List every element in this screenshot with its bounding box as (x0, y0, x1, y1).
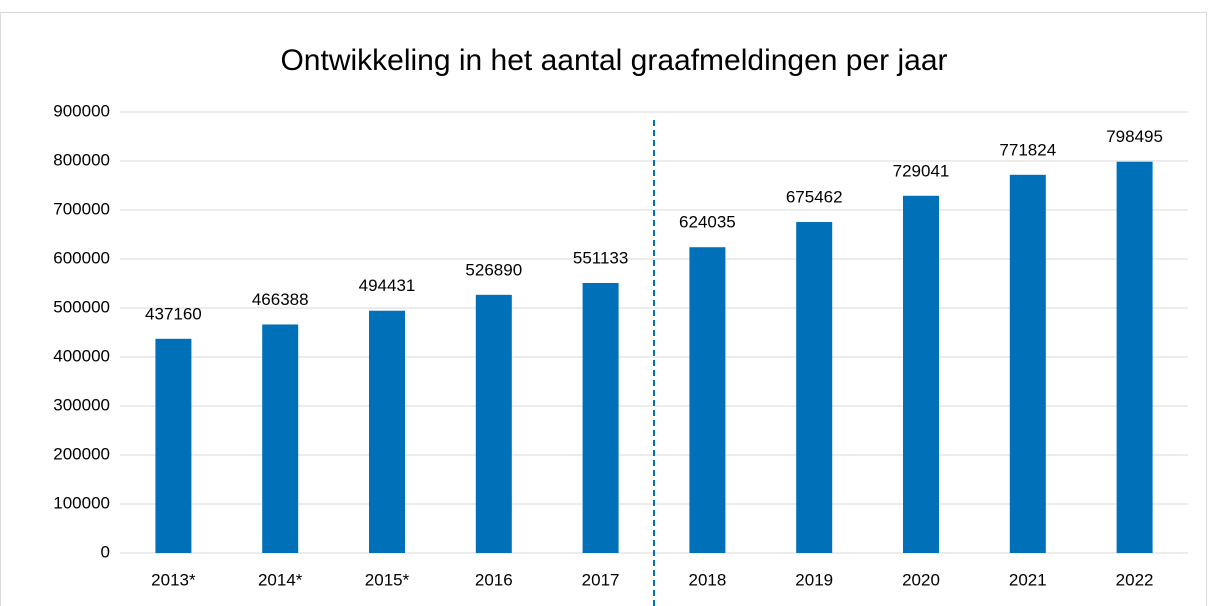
y-tick-label: 200000 (53, 444, 110, 463)
x-tick-label: 2016 (475, 570, 513, 589)
data-label: 624035 (679, 213, 736, 232)
bar (1009, 174, 1046, 553)
y-tick-label: 700000 (53, 199, 110, 218)
bar (475, 294, 512, 553)
y-tick-label: 800000 (53, 150, 110, 169)
bar (582, 282, 619, 553)
data-label: 437160 (145, 304, 202, 323)
y-tick-label: 300000 (53, 395, 110, 414)
data-label: 729041 (893, 161, 950, 180)
y-tick-label: 100000 (53, 493, 110, 512)
y-tick-label: 900000 (53, 101, 110, 120)
x-tick-label: 2022 (1116, 570, 1154, 589)
data-label: 675462 (786, 188, 843, 207)
bar (1116, 161, 1153, 553)
x-tick-label: 2018 (688, 570, 726, 589)
bar (796, 222, 833, 553)
x-tick-label: 2015* (365, 570, 410, 589)
bar (369, 310, 405, 553)
y-tick-label: 400000 (53, 346, 110, 365)
bar (903, 195, 939, 554)
data-label: 526890 (465, 260, 522, 279)
x-tick-label: 2020 (902, 570, 940, 589)
y-tick-label: 500000 (53, 297, 110, 316)
x-tick-label: 2017 (582, 570, 620, 589)
x-tick-label: 2021 (1009, 570, 1047, 589)
x-tick-label: 2013* (151, 570, 196, 589)
data-label: 798495 (1106, 127, 1163, 146)
chart-title: Ontwikkeling in het aantal graafmeldinge… (280, 44, 947, 77)
y-tick-label: 0 (101, 542, 110, 561)
bar (262, 324, 299, 553)
data-label: 771824 (999, 140, 1056, 159)
bar (689, 247, 726, 554)
data-label: 551133 (573, 248, 628, 267)
y-tick-label: 600000 (53, 248, 110, 267)
data-label: 466388 (252, 290, 309, 309)
bar (155, 338, 192, 553)
x-tick-label: 2019 (795, 570, 833, 589)
data-label: 494431 (359, 276, 416, 295)
x-tick-label: 2014* (258, 570, 303, 589)
